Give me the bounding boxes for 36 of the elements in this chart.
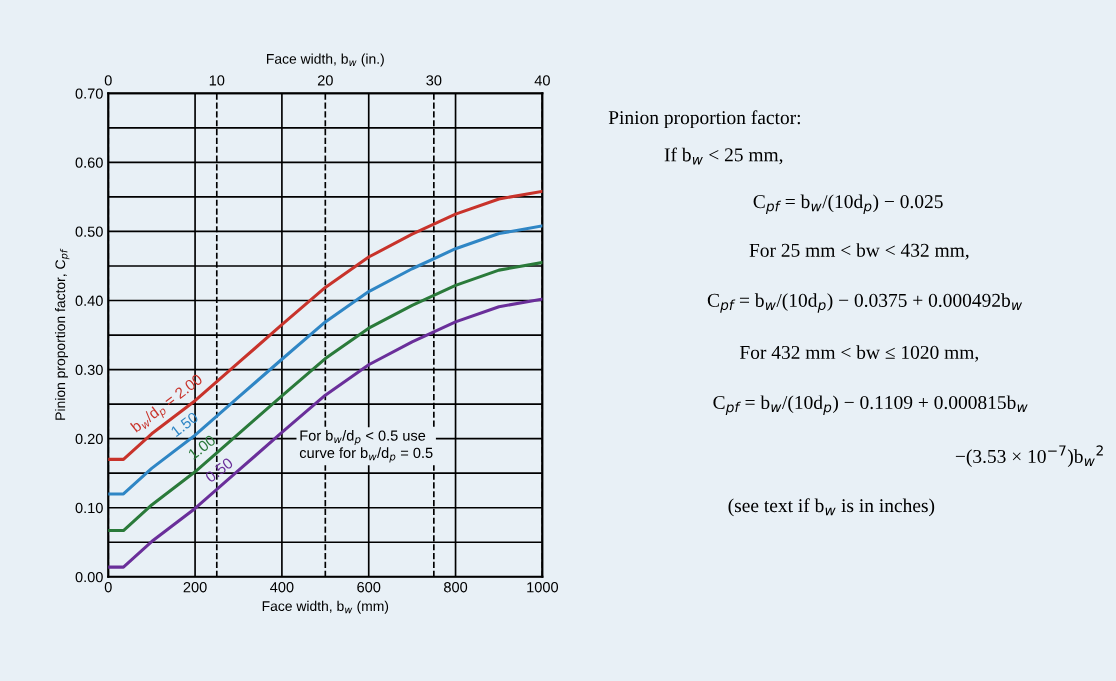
x2-tick-label: 0	[104, 75, 112, 86]
text: If b$_{w}$ < 25 mm,	[664, 147, 783, 165]
x2-axis-title: Face width, b$_{w}$ (in.)	[267, 53, 384, 67]
text: C$_{pf}$ = b$_{w}$/(10d$_{p}$) − 0.1109 + 0.000815b$_{w}$	[713, 395, 1028, 415]
x-tick-label: 400	[270, 582, 294, 593]
text: Pinion proportion factor:	[608, 110, 800, 129]
text: For b$_{w}$/d$_{p}$ < 0.5 use curve for b$_{w}$/d$_{p}$ = 0.5	[299, 430, 433, 463]
text: C$_{pf}$ = b$_{w}$/(10d$_{p}$) − 0.0375 + 0.000492b$_{w}$	[707, 293, 1023, 313]
line-series	[108, 261, 543, 533]
y-tick-label: 0.70	[75, 88, 103, 99]
y-tick-label: 0.20	[75, 433, 103, 445]
x2-tick-label: 10	[209, 75, 225, 86]
x-tick-label: 200	[183, 582, 207, 593]
y-tick-label: 0.60	[75, 157, 103, 168]
x2-tick-label: 30	[426, 75, 442, 86]
text: 0.50	[204, 457, 234, 483]
text: For 432 mm < bw ≤ 1020 mm,	[739, 345, 979, 362]
text: (see text if b$_{w}$ is in inches)	[728, 498, 935, 517]
x-axis-title: Face width, b$_{w}$ (mm)	[262, 600, 389, 614]
x-tick-label: 800	[444, 582, 468, 593]
x-tick-label: 0	[104, 582, 112, 593]
y-tick-label: 0.00	[75, 571, 103, 583]
text: −(3.53 × 10$^{−7}$)b$_{w}$$^{2}$	[955, 445, 1103, 467]
y-tick-label: 0.50	[75, 226, 103, 237]
text: For 25 mm < bw < 432 mm,	[749, 243, 969, 260]
line-series	[108, 224, 543, 496]
x2-tick-label: 40	[534, 75, 550, 86]
y-axis-title: Pinion proportion factor, C$_{pf}$	[55, 248, 70, 420]
y-tick-label: 0.30	[75, 364, 103, 376]
text: C$_{pf}$ = b$_{w}$/(10d$_{p}$) − 0.025	[753, 194, 943, 214]
x-tick-label: 1000	[527, 582, 559, 593]
y-tick-label: 0.40	[75, 295, 103, 306]
x-tick-label: 600	[357, 582, 381, 593]
x2-tick-label: 20	[317, 75, 333, 86]
line-series	[108, 297, 543, 569]
y-tick-label: 0.10	[75, 502, 103, 514]
